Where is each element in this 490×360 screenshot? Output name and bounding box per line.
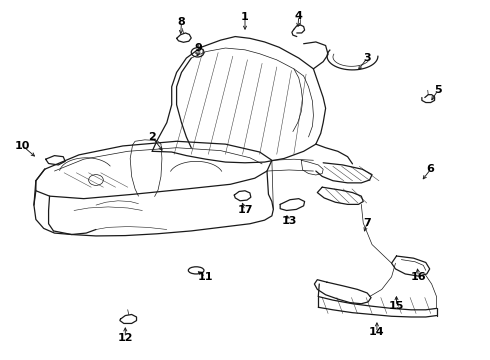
Text: 7: 7 [363,218,371,228]
Text: 9: 9 [195,43,202,53]
Text: 2: 2 [148,132,156,142]
Text: 12: 12 [118,333,133,343]
Text: 4: 4 [295,11,303,21]
Text: 17: 17 [237,206,253,216]
Text: 3: 3 [364,53,371,63]
Text: 13: 13 [281,216,296,226]
Text: 8: 8 [177,17,185,27]
Text: 16: 16 [411,272,426,282]
Text: 15: 15 [389,301,404,311]
Text: 1: 1 [241,12,249,22]
Text: 11: 11 [198,272,214,282]
Text: 14: 14 [369,327,385,337]
Text: 5: 5 [434,85,442,95]
Text: 10: 10 [15,141,30,151]
Text: 6: 6 [427,164,435,174]
